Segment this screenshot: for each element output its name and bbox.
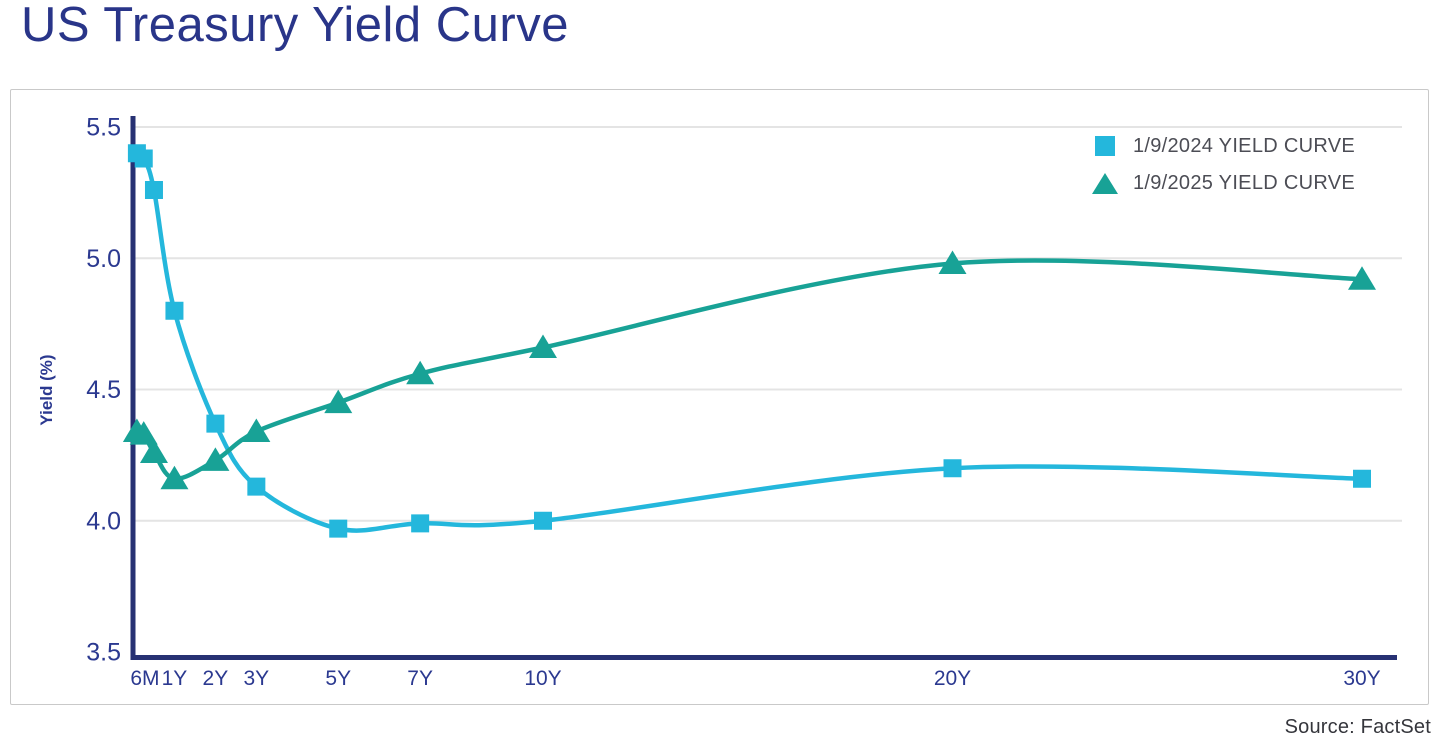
data-point-marker[interactable] (1353, 469, 1371, 488)
legend-label-2025: 1/9/2025 YIELD CURVE (1132, 171, 1355, 194)
x-tick-label: 5Y (325, 667, 351, 690)
data-point-marker[interactable] (406, 360, 435, 385)
data-point-marker[interactable] (160, 465, 189, 490)
legend-triangle-icon (1091, 171, 1118, 195)
page-title: US Treasury Yield Curve (21, 0, 569, 52)
data-point-marker[interactable] (411, 514, 430, 533)
y-tick-label: 3.5 (86, 639, 121, 667)
x-tick-label: 7Y (407, 667, 433, 690)
series-line-2025[interactable] (134, 258, 1365, 482)
data-point-marker[interactable] (529, 334, 557, 359)
data-point-marker[interactable] (206, 414, 225, 433)
x-tick-label: 1Y (162, 667, 188, 690)
data-point-marker[interactable] (144, 181, 163, 199)
data-point-marker[interactable] (201, 447, 230, 471)
data-point-marker[interactable] (938, 250, 967, 275)
source-note: Source: FactSet (1284, 716, 1431, 738)
x-tick-label: 30Y (1343, 667, 1380, 690)
x-tick-label: 10Y (524, 667, 561, 690)
x-tick-label: 2Y (203, 667, 229, 690)
y-axis-title: Yield (%) (37, 354, 56, 425)
legend-item-2025[interactable]: 1/9/2025 YIELD CURVE (1091, 171, 1355, 195)
chart-legend: 1/9/2024 YIELD CURVE 1/9/2025 YIELD CURV… (1091, 134, 1355, 195)
data-point-marker[interactable] (242, 418, 271, 443)
legend-item-2024[interactable]: 1/9/2024 YIELD CURVE (1093, 134, 1355, 158)
series-line-2024[interactable] (134, 151, 1365, 533)
x-tick-label: 3Y (244, 667, 270, 690)
legend-square-icon (1093, 134, 1117, 158)
data-point-marker[interactable] (129, 421, 158, 445)
data-point-marker[interactable] (247, 477, 266, 496)
x-tick-label: 6M (130, 667, 159, 690)
y-tick-label: 4.5 (86, 376, 121, 404)
legend-label-2024: 1/9/2024 YIELD CURVE (1132, 134, 1355, 157)
data-point-marker[interactable] (943, 459, 962, 478)
y-tick-label: 5.5 (86, 114, 121, 142)
data-point-marker[interactable] (134, 149, 153, 168)
data-point-marker[interactable] (1348, 266, 1376, 290)
data-point-marker[interactable] (329, 519, 348, 538)
data-point-marker[interactable] (534, 511, 552, 530)
y-tick-label: 4.0 (86, 507, 121, 535)
data-point-marker[interactable] (139, 439, 168, 464)
data-point-marker[interactable] (324, 389, 353, 414)
data-point-marker[interactable] (165, 301, 184, 320)
x-tick-label: 20Y (934, 667, 971, 690)
chart-card (10, 89, 1429, 705)
y-tick-label: 5.0 (86, 245, 121, 273)
